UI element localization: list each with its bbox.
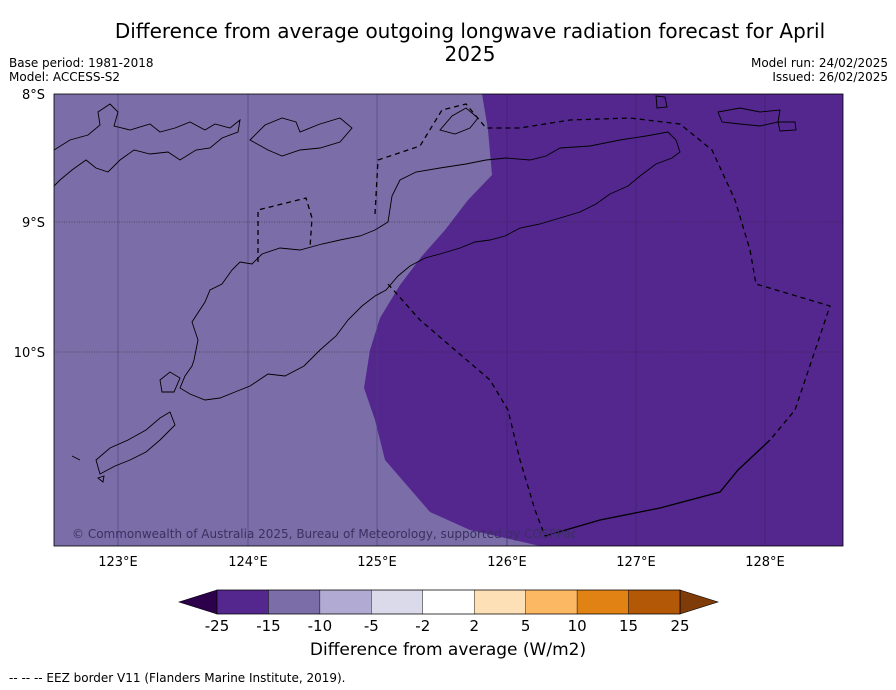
model-text: Model: ACCESS-S2 xyxy=(9,70,121,84)
colorbar-tick-label: -5 xyxy=(364,617,379,635)
colorbar-over-arrow xyxy=(679,589,719,615)
colorbar-label: Difference from average (W/m2) xyxy=(309,640,587,660)
colorbar-tick-label: 2 xyxy=(469,617,479,635)
lat-label: 8°S xyxy=(22,88,45,103)
colorbar-frame xyxy=(216,589,681,615)
colorbar-tick-label: 25 xyxy=(670,617,689,635)
lat-label: 10°S xyxy=(14,346,45,361)
base-period-text: Base period: 1981-2018 xyxy=(9,56,154,70)
meta-right: Model run: 24/02/2025 Issued: 26/02/2025 xyxy=(751,56,888,84)
map: © Commonwealth of Australia 2025, Bureau… xyxy=(14,88,844,570)
lon-label: 125°E xyxy=(357,555,397,570)
lat-label: 9°S xyxy=(22,216,45,231)
colorbar-segment xyxy=(371,589,423,615)
lon-label: 127°E xyxy=(616,555,656,570)
footer-note: -- -- -- EEZ border V11 (Flanders Marine… xyxy=(9,671,346,685)
colorbar-tick-label: 15 xyxy=(619,617,638,635)
colorbar-tick-label: -25 xyxy=(205,617,230,635)
copyright-text: © Commonwealth of Australia 2025, Bureau… xyxy=(72,527,577,541)
colorbar-under-arrow xyxy=(178,589,218,615)
eez-solid-border xyxy=(544,439,771,537)
map-frame xyxy=(53,93,844,547)
lon-label: 126°E xyxy=(487,555,527,570)
map-fill-east xyxy=(364,94,843,546)
colorbar-segment xyxy=(628,589,681,615)
colorbar-segments xyxy=(216,589,681,615)
issued-text: Issued: 26/02/2025 xyxy=(772,70,888,84)
colorbar-segment xyxy=(268,589,321,615)
eez-borders xyxy=(257,103,831,537)
meta-left: Base period: 1981-2018 Model: ACCESS-S2 xyxy=(9,56,154,84)
colorbar-tick-label: -15 xyxy=(256,617,281,635)
colorbar-tick-label: 10 xyxy=(568,617,587,635)
colorbar-tick-label: -10 xyxy=(308,617,333,635)
colorbar-tick-label: -2 xyxy=(415,617,430,635)
colorbar-segment xyxy=(576,589,629,615)
lon-label: 128°E xyxy=(745,555,785,570)
colorbar-tick-label: 5 xyxy=(521,617,531,635)
coastlines xyxy=(54,95,797,483)
lon-label: 123°E xyxy=(98,555,138,570)
colorbar: -25 -15 -10 -5 -2 2 5 10 15 25 xyxy=(178,589,719,635)
gridlines xyxy=(54,221,843,353)
colorbar-ticks: -25 -15 -10 -5 -2 2 5 10 15 25 xyxy=(205,617,690,635)
colorbar-segment xyxy=(319,589,372,615)
lon-label: 124°E xyxy=(228,555,268,570)
chart-title: Difference from average outgoing longwav… xyxy=(114,19,826,66)
model-run-text: Model run: 24/02/2025 xyxy=(750,56,888,70)
colorbar-segment xyxy=(422,589,475,615)
meridians xyxy=(117,94,766,546)
colorbar-segment xyxy=(474,589,526,615)
colorbar-segment xyxy=(525,589,578,615)
colorbar-segment xyxy=(216,589,269,615)
